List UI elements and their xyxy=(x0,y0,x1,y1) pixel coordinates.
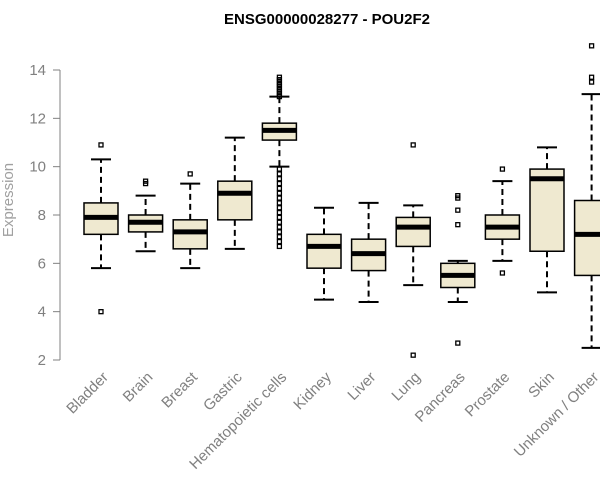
outlier-point xyxy=(276,176,283,182)
outlier-point xyxy=(588,74,595,80)
iqr-box xyxy=(573,199,600,277)
x-tick-label: Skin xyxy=(525,369,558,402)
outlier-point xyxy=(276,93,283,100)
outlier-point xyxy=(276,185,283,192)
outlier-point xyxy=(276,214,283,221)
outlier-point xyxy=(276,180,283,187)
outlier-point xyxy=(455,195,461,201)
outlier-point xyxy=(499,270,506,276)
y-tick-label: 10 xyxy=(29,159,46,176)
x-tick-label: Breast xyxy=(158,368,201,411)
outlier-point xyxy=(276,205,283,211)
outlier-point xyxy=(410,142,416,148)
outlier-point xyxy=(276,224,283,230)
y-tick-label: 14 xyxy=(29,62,46,79)
outlier-point xyxy=(455,340,461,346)
x-tick-label: Liver xyxy=(344,369,379,404)
y-tick-label: 12 xyxy=(29,110,46,127)
y-tick-label: 4 xyxy=(38,304,46,321)
box-pancreas xyxy=(440,193,476,346)
x-tick-label: Lung xyxy=(388,369,424,405)
outlier-point xyxy=(455,222,461,228)
outlier-point xyxy=(276,171,283,177)
chart-title: ENSG00000028277 - POU2F2 xyxy=(224,11,430,28)
outlier-point xyxy=(276,200,283,206)
box-kidney xyxy=(306,206,342,301)
box-breast xyxy=(172,171,208,270)
outlier-point xyxy=(276,219,283,225)
outlier-point xyxy=(276,234,283,240)
iqr-box xyxy=(395,216,431,248)
outlier-point xyxy=(276,229,283,235)
x-tick-label: Kidney xyxy=(290,368,335,413)
outlier-point xyxy=(276,195,283,201)
box-liver xyxy=(350,201,387,303)
outlier-point xyxy=(276,190,283,196)
x-tick-label: Prostate xyxy=(462,369,514,421)
outlier-point xyxy=(142,178,149,184)
y-tick-label: 2 xyxy=(38,352,46,369)
iqr-box xyxy=(529,168,565,252)
box-brain xyxy=(127,178,164,253)
outlier-point xyxy=(455,207,461,213)
outlier-point xyxy=(588,43,595,49)
outlier-point xyxy=(187,171,193,177)
x-tick-label: Bladder xyxy=(63,369,112,418)
box-gastric xyxy=(217,136,253,250)
iqr-box xyxy=(306,233,342,269)
outlier-point xyxy=(276,243,283,250)
outlier-point xyxy=(98,309,104,315)
iqr-box xyxy=(217,180,253,221)
outlier-point xyxy=(276,166,283,172)
outlier-point xyxy=(410,352,416,358)
box-skin xyxy=(529,146,565,294)
outlier-point xyxy=(276,209,283,216)
outlier-point xyxy=(588,79,595,85)
outlier-point xyxy=(98,142,104,148)
box-prostate xyxy=(484,166,521,276)
y-tick-label: 6 xyxy=(38,255,46,272)
x-tick-label: Brain xyxy=(120,369,157,406)
box-hematopoietic-cells xyxy=(261,74,298,250)
y-axis-label: Expression xyxy=(0,163,17,237)
outlier-point xyxy=(499,166,506,172)
box-unknown-other xyxy=(573,43,600,349)
box-lung xyxy=(395,142,431,358)
box-series xyxy=(83,43,600,358)
y-axis: 2 4 6 8 10 12 14 xyxy=(29,62,61,369)
y-tick-label: 8 xyxy=(38,207,46,224)
outlier-point xyxy=(276,238,283,245)
box-bladder xyxy=(83,142,119,315)
